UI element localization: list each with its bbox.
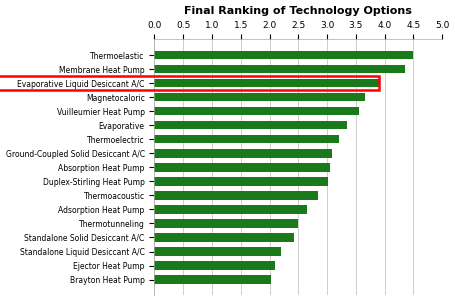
Bar xyxy=(154,135,339,144)
Bar xyxy=(154,247,281,256)
Bar xyxy=(154,149,332,157)
Bar xyxy=(154,275,271,284)
Bar xyxy=(154,163,330,172)
Bar xyxy=(154,93,364,101)
Title: Final Ranking of Technology Options: Final Ranking of Technology Options xyxy=(184,5,412,16)
Bar xyxy=(154,261,275,270)
Bar xyxy=(154,107,359,115)
Bar xyxy=(154,233,294,242)
Bar xyxy=(154,65,405,73)
Bar xyxy=(154,177,328,186)
Bar xyxy=(154,191,318,200)
Bar xyxy=(154,51,414,59)
Bar xyxy=(154,205,307,214)
Bar xyxy=(154,121,347,129)
Bar xyxy=(154,219,298,228)
Bar xyxy=(154,79,379,87)
